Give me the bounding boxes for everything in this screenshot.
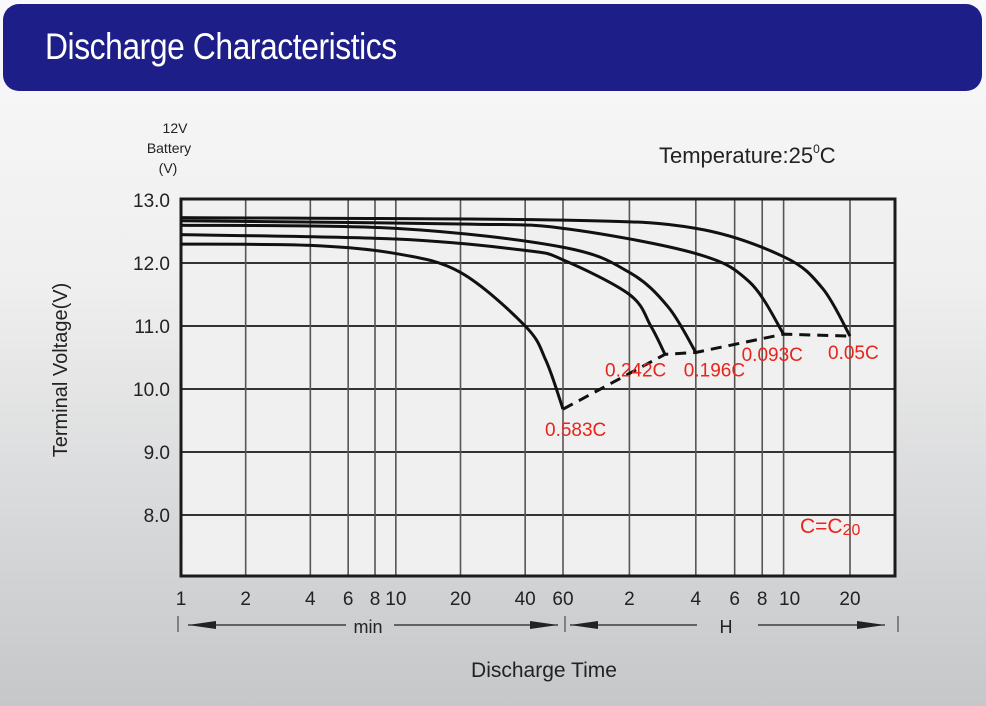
series-label: 0.093C bbox=[742, 345, 803, 366]
arrow-left-icon bbox=[570, 621, 598, 629]
y-unit-line-1: 12V bbox=[163, 120, 189, 136]
curve-0_05C bbox=[180, 216, 852, 337]
y-unit-line-2: Battery bbox=[147, 140, 191, 156]
capacity-annotation: C=C20 bbox=[800, 515, 861, 539]
temperature-annotation: Temperature:250C bbox=[659, 142, 836, 168]
series-label: 0.242C bbox=[605, 360, 666, 381]
capacity-sub: 20 bbox=[843, 522, 861, 539]
x-tick-label: 20 bbox=[450, 589, 471, 610]
curves bbox=[180, 216, 852, 411]
y-tick-label: 10.0 bbox=[133, 380, 170, 401]
curve-0_242C bbox=[180, 233, 667, 356]
x-tick-label: 2 bbox=[240, 589, 251, 610]
x-tick-label: 20 bbox=[839, 589, 860, 610]
y-tick-label: 13.0 bbox=[133, 191, 170, 212]
page-title: Discharge Characteristics bbox=[45, 26, 397, 67]
y-tick-label: 8.0 bbox=[144, 506, 170, 527]
y-axis-title: Terminal Voltage(V) bbox=[50, 283, 72, 458]
arrow-right-icon bbox=[857, 621, 885, 629]
plot-frame bbox=[179, 197, 897, 578]
x-tick-label: 10 bbox=[779, 589, 800, 610]
temperature-degree: 0 bbox=[813, 142, 820, 156]
end-voltage-dashed-line bbox=[562, 332, 851, 411]
series-label: 0.196C bbox=[684, 360, 745, 381]
header-banner: Discharge Characteristics bbox=[3, 4, 982, 91]
x-tick-label: 8 bbox=[370, 589, 381, 610]
x-tick-label: 4 bbox=[305, 589, 316, 610]
series-label: 0.05C bbox=[828, 343, 879, 364]
x-tick-label: 40 bbox=[515, 589, 536, 610]
x-tick-label: 60 bbox=[552, 589, 573, 610]
arrow-left-icon bbox=[188, 621, 216, 629]
curve-0_583C bbox=[180, 242, 565, 410]
temperature-text: Temperature:25 bbox=[659, 143, 813, 168]
x-tick-label: 1 bbox=[176, 589, 187, 610]
temperature-unit: C bbox=[820, 143, 836, 168]
x-unit-minutes: min bbox=[353, 617, 382, 637]
series-label: 0.583C bbox=[545, 420, 606, 441]
grid: 13.012.011.010.09.08.01 2 4 6 8 10 20 40 60 2 4 6 8 1… bbox=[133, 191, 895, 610]
x-unit-hours: H bbox=[720, 617, 733, 637]
x-tick-label: 4 bbox=[691, 589, 702, 610]
x-axis-units: min H bbox=[177, 616, 899, 637]
capacity-text: C=C bbox=[800, 515, 843, 538]
curve-0_093C bbox=[180, 219, 785, 336]
y-tick-label: 11.0 bbox=[134, 317, 170, 338]
y-tick-label: 12.0 bbox=[133, 254, 170, 275]
curve-0_196C bbox=[180, 223, 698, 354]
x-tick-label: 6 bbox=[729, 589, 740, 610]
x-tick-label: 6 bbox=[343, 589, 354, 610]
y-tick-label: 9.0 bbox=[144, 443, 170, 464]
x-tick-label: 2 bbox=[624, 589, 635, 610]
arrow-right-icon bbox=[530, 621, 558, 629]
y-unit-line-3: (V) bbox=[159, 160, 178, 176]
x-tick-label: 8 bbox=[757, 589, 768, 610]
x-tick-label: 10 bbox=[385, 589, 406, 610]
x-axis-title: Discharge Time bbox=[471, 659, 617, 682]
